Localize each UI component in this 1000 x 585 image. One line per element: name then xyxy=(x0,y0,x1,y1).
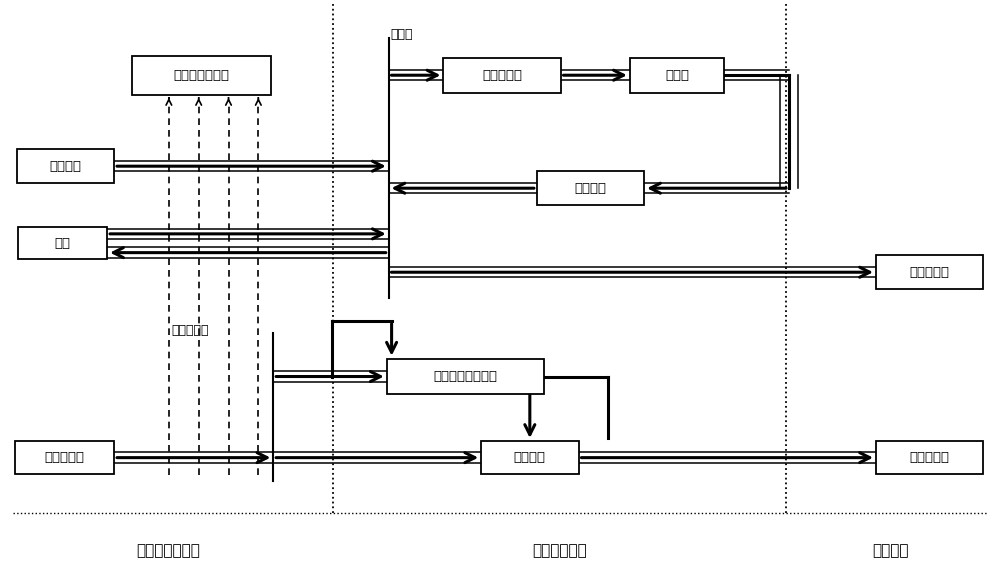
Bar xyxy=(387,359,544,394)
Text: 燃气锅炉: 燃气锅炉 xyxy=(514,451,546,464)
Bar xyxy=(876,256,983,289)
Text: 能源转换单元: 能源转换单元 xyxy=(532,543,587,558)
Text: 能量源采集单元: 能量源采集单元 xyxy=(136,543,200,558)
Text: 电网: 电网 xyxy=(54,237,70,250)
Bar xyxy=(132,56,271,95)
Text: 能量信息采集器: 能量信息采集器 xyxy=(174,68,230,82)
Bar xyxy=(17,149,114,183)
Bar xyxy=(443,58,561,92)
Text: 负荷单元: 负荷单元 xyxy=(873,543,909,558)
Text: 电母线: 电母线 xyxy=(391,28,413,41)
Text: 燃气热电联产机组: 燃气热电联产机组 xyxy=(433,370,497,383)
Bar xyxy=(537,171,644,205)
Text: 天然气母线: 天然气母线 xyxy=(172,324,209,336)
Bar xyxy=(876,441,983,474)
Text: 燃气轮机: 燃气轮机 xyxy=(574,182,606,195)
Bar xyxy=(630,58,724,92)
Text: 天然气网络: 天然气网络 xyxy=(44,451,84,464)
Text: 风电机组: 风电机组 xyxy=(49,160,81,173)
Bar xyxy=(18,228,107,259)
Text: 储气罐: 储气罐 xyxy=(665,68,689,82)
Text: 电负荷单元: 电负荷单元 xyxy=(910,266,950,278)
Bar xyxy=(481,441,579,474)
Text: 电转气设备: 电转气设备 xyxy=(482,68,522,82)
Bar xyxy=(15,441,114,474)
Text: 热负荷单元: 热负荷单元 xyxy=(910,451,950,464)
